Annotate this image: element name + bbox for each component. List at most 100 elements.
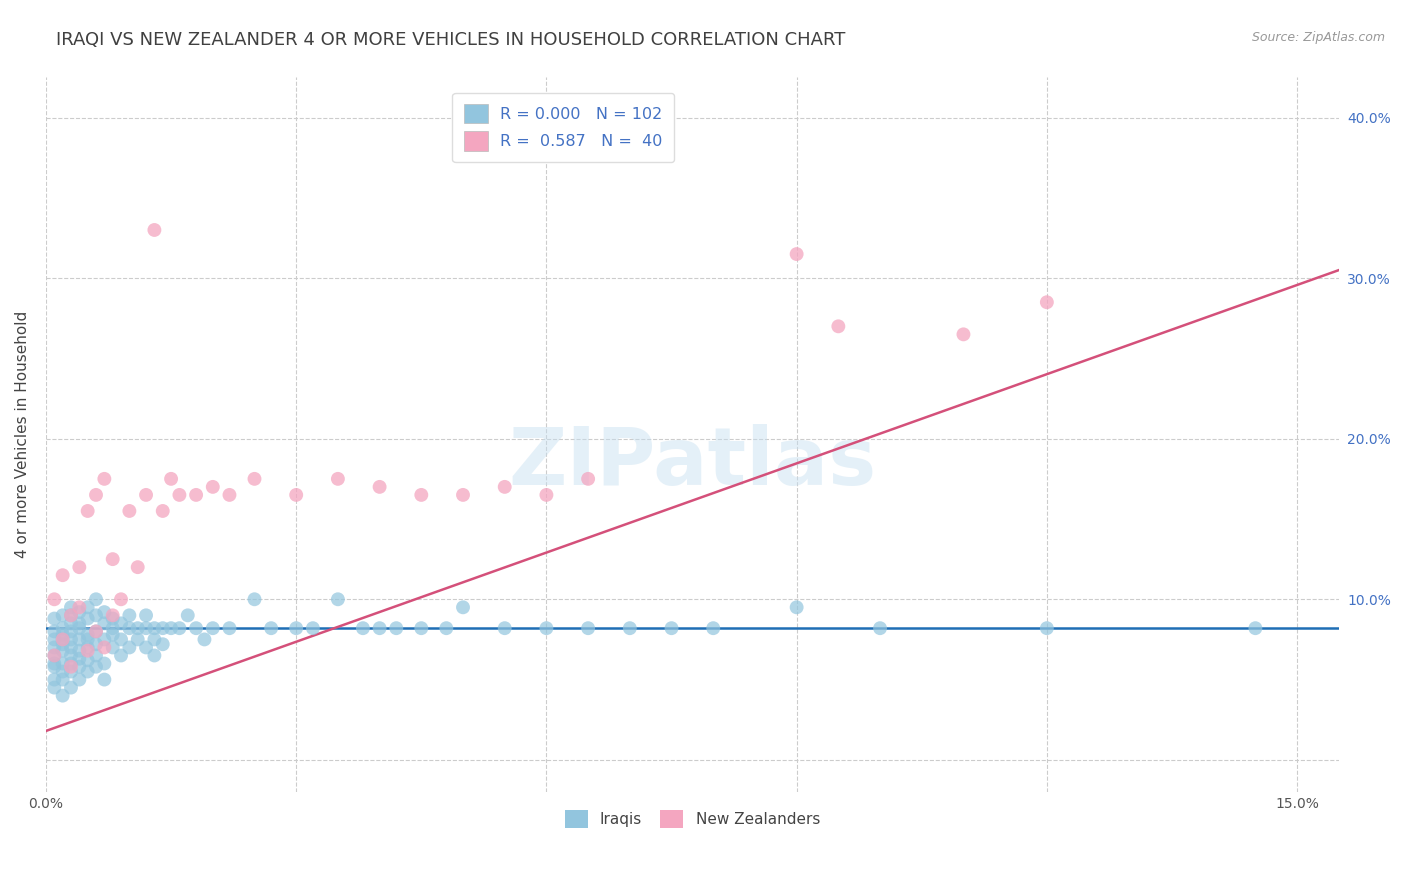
Point	[702, 621, 724, 635]
Point	[76, 632, 98, 647]
Point	[110, 592, 132, 607]
Point	[201, 480, 224, 494]
Point	[285, 621, 308, 635]
Point	[59, 616, 82, 631]
Point	[44, 648, 66, 663]
Point	[118, 504, 141, 518]
Point	[59, 681, 82, 695]
Point	[59, 632, 82, 647]
Point	[135, 488, 157, 502]
Point	[44, 611, 66, 625]
Point	[411, 488, 433, 502]
Point	[661, 621, 683, 635]
Point	[59, 648, 82, 663]
Point	[786, 600, 808, 615]
Point	[869, 621, 891, 635]
Point	[59, 640, 82, 655]
Point	[536, 621, 558, 635]
Point	[59, 657, 82, 671]
Point	[44, 681, 66, 695]
Point	[59, 659, 82, 673]
Point	[143, 223, 166, 237]
Point	[93, 632, 115, 647]
Point	[44, 592, 66, 607]
Point	[44, 640, 66, 655]
Point	[536, 488, 558, 502]
Point	[110, 648, 132, 663]
Point	[169, 488, 191, 502]
Point	[260, 621, 283, 635]
Point	[786, 247, 808, 261]
Point	[67, 643, 90, 657]
Point	[52, 568, 75, 582]
Point	[184, 621, 207, 635]
Point	[52, 643, 75, 657]
Point	[101, 611, 124, 625]
Point	[76, 653, 98, 667]
Point	[135, 608, 157, 623]
Point	[76, 627, 98, 641]
Point	[67, 632, 90, 647]
Y-axis label: 4 or more Vehicles in Household: 4 or more Vehicles in Household	[15, 311, 30, 558]
Point	[451, 600, 474, 615]
Point	[52, 657, 75, 671]
Point	[952, 327, 974, 342]
Point	[67, 560, 90, 574]
Point	[93, 673, 115, 687]
Point	[135, 640, 157, 655]
Point	[127, 621, 149, 635]
Point	[576, 472, 599, 486]
Point	[101, 608, 124, 623]
Point	[59, 608, 82, 623]
Point	[44, 632, 66, 647]
Point	[67, 673, 90, 687]
Point	[101, 621, 124, 635]
Point	[110, 616, 132, 631]
Text: Source: ZipAtlas.com: Source: ZipAtlas.com	[1251, 31, 1385, 45]
Point	[193, 632, 215, 647]
Point	[44, 673, 66, 687]
Point	[243, 592, 266, 607]
Point	[52, 621, 75, 635]
Point	[326, 472, 349, 486]
Point	[67, 621, 90, 635]
Point	[76, 600, 98, 615]
Point	[93, 657, 115, 671]
Point	[76, 640, 98, 655]
Point	[59, 624, 82, 639]
Point	[1036, 621, 1059, 635]
Point	[201, 621, 224, 635]
Point	[152, 637, 174, 651]
Point	[368, 621, 391, 635]
Point	[84, 608, 107, 623]
Point	[84, 624, 107, 639]
Point	[143, 632, 166, 647]
Point	[285, 488, 308, 502]
Point	[84, 637, 107, 651]
Point	[84, 592, 107, 607]
Point	[619, 621, 641, 635]
Point	[411, 621, 433, 635]
Point	[52, 637, 75, 651]
Point	[118, 621, 141, 635]
Point	[1244, 621, 1267, 635]
Point	[127, 560, 149, 574]
Point	[67, 616, 90, 631]
Point	[76, 665, 98, 679]
Point	[135, 621, 157, 635]
Point	[52, 665, 75, 679]
Point	[44, 648, 66, 663]
Point	[118, 608, 141, 623]
Point	[243, 472, 266, 486]
Point	[52, 632, 75, 647]
Point	[44, 659, 66, 673]
Point	[93, 640, 115, 655]
Point	[451, 488, 474, 502]
Point	[67, 659, 90, 673]
Point	[152, 621, 174, 635]
Point	[52, 673, 75, 687]
Point	[44, 624, 66, 639]
Point	[385, 621, 408, 635]
Point	[177, 608, 200, 623]
Point	[434, 621, 457, 635]
